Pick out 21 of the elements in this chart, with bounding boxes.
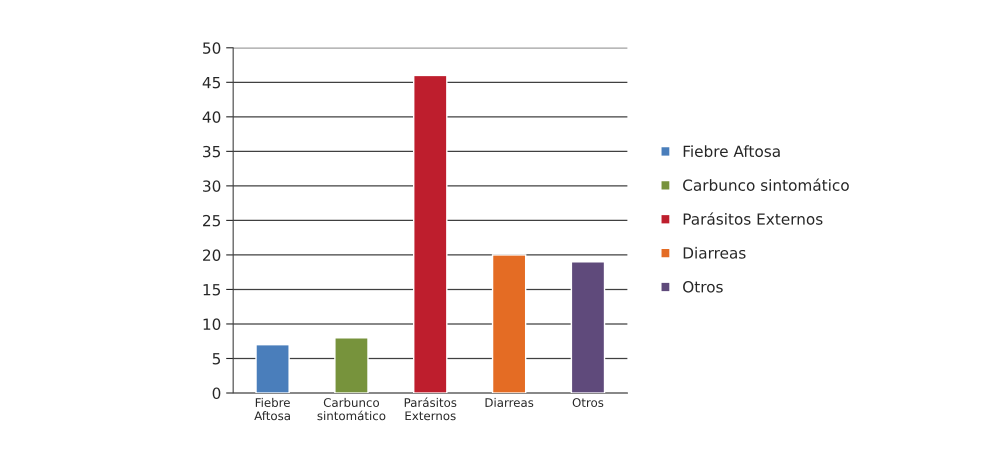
y-tick-label: 10: [204, 318, 220, 330]
y-tick-label: 0: [212, 387, 220, 400]
y-tick-label: 15: [204, 284, 220, 296]
y-tick-label: 5: [212, 353, 220, 365]
legend-label: Parásitos Externos: [684, 212, 822, 225]
y-tick-label: 40: [202, 111, 220, 123]
x-tick-label: Parásitos Externos: [404, 397, 456, 420]
legend-label: Otros: [683, 281, 723, 293]
y-tick-label: 25: [203, 214, 220, 226]
y-tick-label: 35: [203, 146, 220, 158]
x-tick-label: Diarreas: [486, 398, 534, 408]
y-tick-label: 50: [203, 42, 220, 54]
x-tick-label: Fiebre Aftosa: [254, 398, 290, 420]
legend-label: Carbunco sintomático: [683, 178, 849, 191]
y-tick-label: 30: [203, 180, 220, 192]
legend-label: Fiebre Aftosa: [684, 145, 780, 158]
x-tick-label: Carbunco sintomático: [318, 398, 386, 420]
x-tick-label: Otros: [572, 398, 604, 408]
y-tick-label: 45: [202, 76, 220, 88]
y-tick-label: 20: [203, 249, 220, 261]
legend-label: Diarreas: [684, 246, 746, 259]
